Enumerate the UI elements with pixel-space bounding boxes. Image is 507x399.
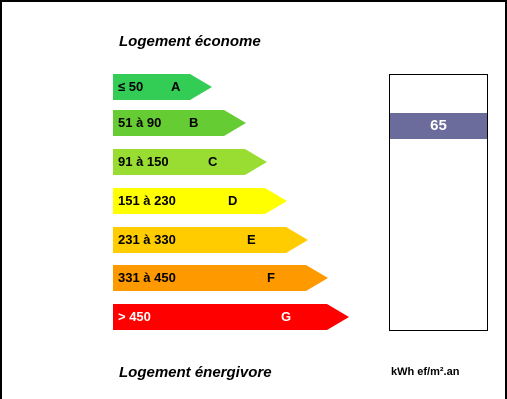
rating-range-label: > 450: [118, 309, 151, 324]
rating-bar-e: 231 à 330 E: [113, 227, 308, 253]
rating-range-label: 231 à 330: [118, 232, 176, 247]
rating-range-label: 91 à 150: [118, 154, 169, 169]
rating-letter: E: [247, 232, 256, 247]
rating-bar-a: ≤ 50 A: [113, 74, 212, 100]
rating-letter: C: [208, 154, 218, 169]
rating-arrow-g: [113, 304, 349, 330]
rating-range-label: 331 à 450: [118, 270, 176, 285]
rating-arrow-shape-a: [113, 74, 212, 100]
inefficient-caption: Logement énergivore: [119, 364, 272, 381]
rating-range-label: 151 à 230: [118, 193, 176, 208]
rating-letter: D: [228, 193, 238, 208]
rating-bar-g: > 450 G: [113, 304, 349, 330]
rating-arrow-c: [113, 149, 267, 175]
unit-label: kWh ef/m².an: [391, 366, 460, 378]
rating-arrow-shape-f: [113, 265, 328, 291]
rating-arrow-shape-b: [113, 110, 246, 136]
rating-bar-f: 331 à 450 F: [113, 265, 328, 291]
rating-arrow-shape-d: [113, 188, 287, 214]
rating-letter: G: [281, 309, 292, 324]
rating-arrow-a: [113, 74, 212, 100]
rating-arrow-d: [113, 188, 287, 214]
rating-arrow-shape-e: [113, 227, 308, 253]
rating-letter: A: [171, 79, 181, 94]
rating-bar-b: 51 à 90 B: [113, 110, 246, 136]
rating-arrow-e: [113, 227, 308, 253]
rating-letter: B: [189, 115, 199, 130]
rating-arrow-shape-c: [113, 149, 267, 175]
rating-arrow-f: [113, 265, 328, 291]
rating-letter: F: [267, 270, 275, 285]
rating-range-label: 51 à 90: [118, 115, 162, 130]
rating-arrow-b: [113, 110, 246, 136]
efficient-caption: Logement économe: [119, 33, 261, 50]
rating-arrow-shape-g: [113, 304, 349, 330]
rating-range-label: ≤ 50: [118, 79, 144, 94]
rating-bar-c: 91 à 150 C: [113, 149, 267, 175]
rating-bar-d: 151 à 230 D: [113, 188, 287, 214]
consumption-value-marker: 65: [390, 113, 487, 139]
consumption-scale-box: 65: [389, 74, 488, 331]
